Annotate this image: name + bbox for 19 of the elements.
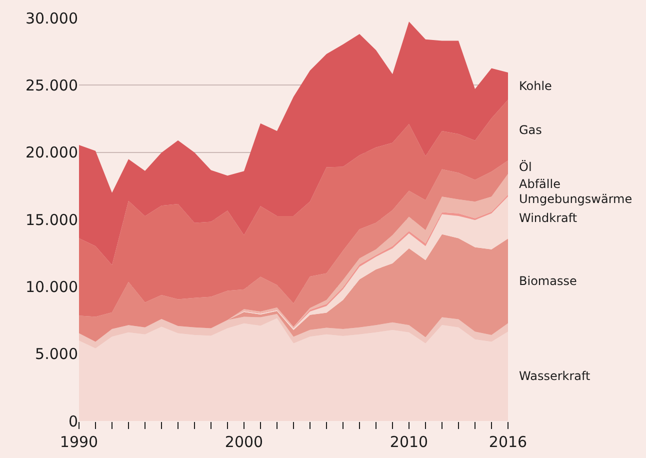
y-tick-label: 10.000 [26,278,78,296]
x-tick-label: 2010 [390,433,428,451]
y-tick-label: 5.000 [35,345,78,364]
y-tick-label: 25.000 [26,76,78,94]
text: Wasserkraft [519,369,591,383]
x-tick-label: 2000 [224,433,264,451]
series-label: Umgebungswärme [519,192,632,206]
x-tick-label: 1990 [60,433,98,451]
series-label: Abfälle [519,177,560,191]
series-label: Kohle [519,79,552,93]
y-tick-label: 20.000 [26,144,78,162]
y-tick-label: 0 [68,412,78,430]
y-tick-label: 15.000 [26,210,78,229]
series-label: Gas [519,123,542,137]
series-label: Öl [519,160,532,174]
y-tick-label: 30.000 [26,9,78,28]
series-label: Biomasse [519,274,577,288]
series-label: Windkraft [519,211,578,225]
x-tick-label: 2016 [488,433,528,451]
